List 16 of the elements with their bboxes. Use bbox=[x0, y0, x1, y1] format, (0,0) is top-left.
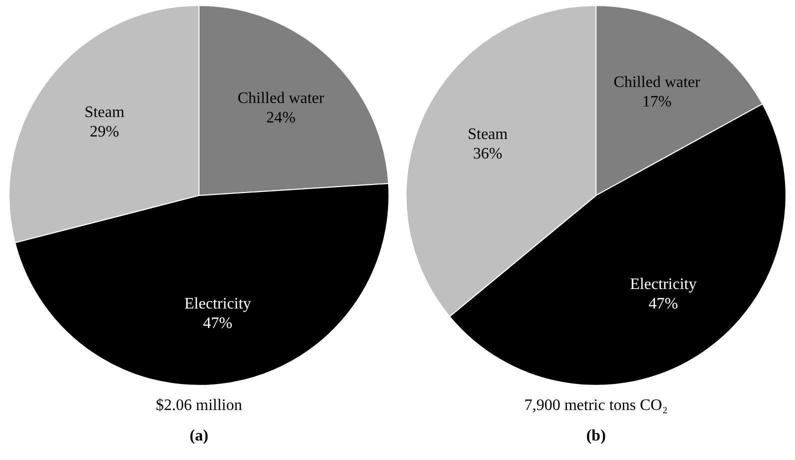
data-label: 17% bbox=[642, 94, 672, 111]
slice-label: Electricity bbox=[630, 276, 697, 294]
text: (b) bbox=[586, 427, 606, 444]
slice-label: Chilled water bbox=[614, 74, 701, 92]
slice-label: Steam bbox=[84, 104, 125, 121]
slice-label: Steam bbox=[468, 126, 508, 144]
data-label: 29% bbox=[90, 123, 120, 140]
text: 7,900 metric tons CO₂ bbox=[524, 396, 668, 414]
data-label: 24% bbox=[266, 109, 296, 126]
slice-label: Chilled water bbox=[238, 90, 325, 107]
data-label: 36% bbox=[473, 146, 502, 163]
text: $2.06 million bbox=[156, 396, 242, 414]
text: (a) bbox=[190, 427, 208, 444]
data-label: 47% bbox=[203, 314, 232, 332]
data-label: 47% bbox=[648, 296, 678, 313]
slice-label: Electricity bbox=[184, 295, 252, 312]
